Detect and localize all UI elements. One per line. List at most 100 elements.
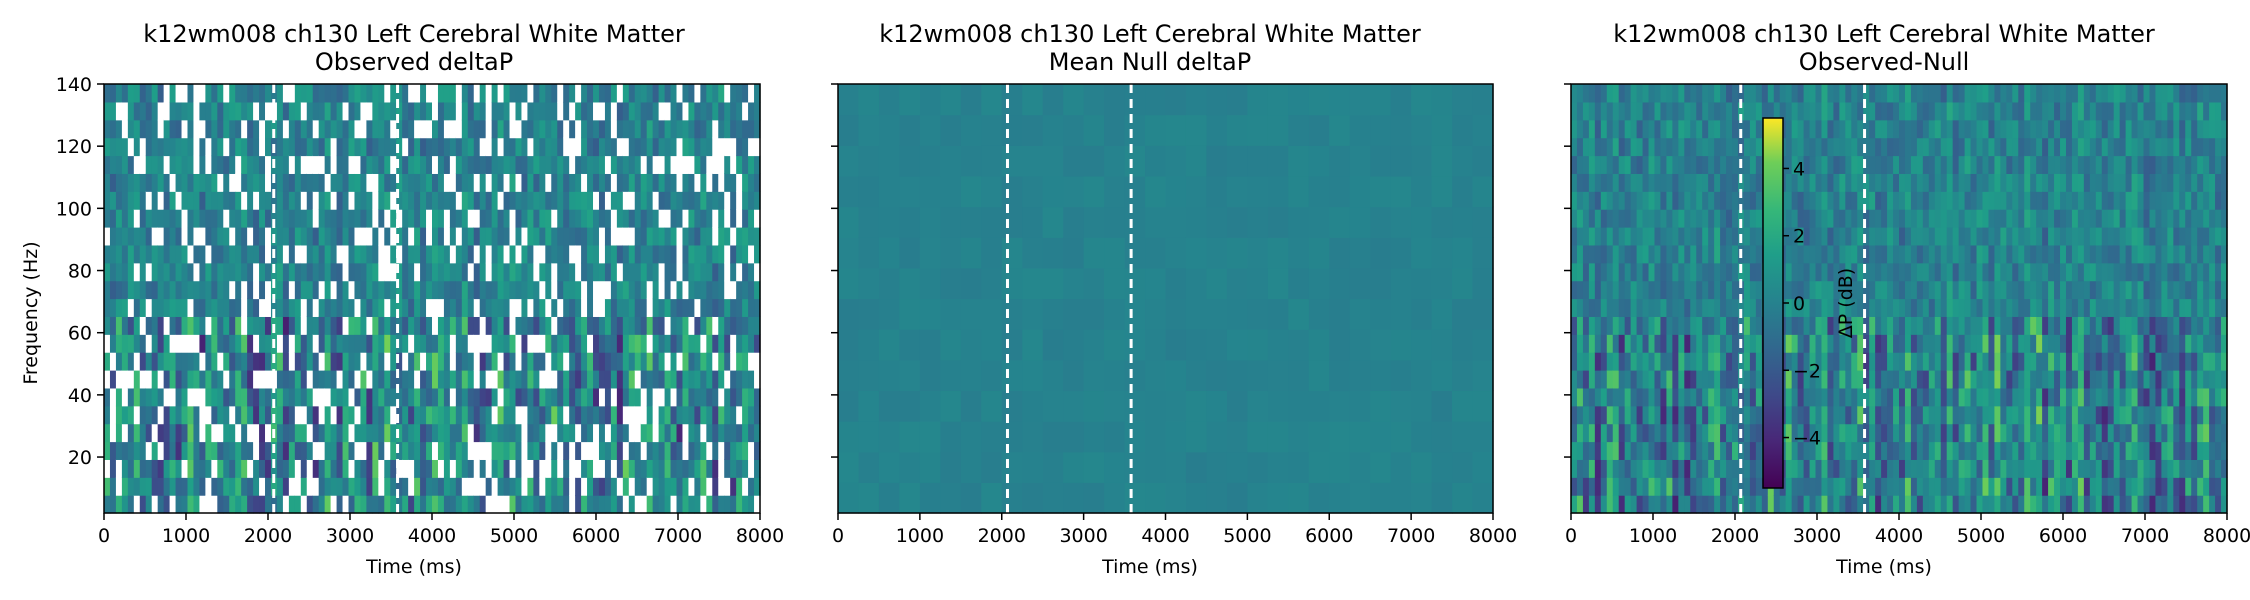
heatmap-cell: [1588, 316, 1596, 335]
heatmap-cell: [1994, 495, 2001, 514]
heatmap-cell: [2006, 477, 2013, 496]
heatmap-cell: [640, 155, 648, 174]
heatmap-cell: [1185, 359, 1208, 392]
heatmap-cell: [1678, 423, 1685, 443]
heatmap-cell: [211, 334, 218, 353]
heatmap-cell: [521, 477, 529, 496]
heatmap-cell: [634, 495, 642, 514]
heatmap-cell: [1946, 262, 1954, 282]
heatmap-cell: [545, 84, 552, 103]
heatmap-cell: [318, 405, 326, 425]
heatmap-cell: [253, 370, 260, 389]
heatmap-cell: [1267, 451, 1289, 483]
heatmap-cell: [1714, 459, 1721, 478]
heatmap-cell: [838, 84, 860, 116]
heatmap-cell: [265, 227, 272, 246]
heatmap-cell: [366, 495, 373, 514]
heatmap-cell: [730, 334, 737, 353]
heatmap-cell: [408, 298, 415, 317]
heatmap-cell: [223, 459, 230, 478]
heatmap-cell: [491, 262, 499, 282]
heatmap-cell: [312, 370, 320, 389]
heatmap-cell: [858, 84, 880, 116]
heatmap-cell: [288, 155, 296, 174]
heatmap-cell: [1809, 441, 1817, 460]
heatmap-cell: [718, 262, 725, 282]
heatmap-cell: [330, 495, 338, 514]
heatmap-cell: [736, 119, 743, 139]
heatmap-cell: [838, 206, 860, 238]
heatmap-cell: [2000, 316, 2007, 335]
heatmap-cell: [223, 405, 230, 425]
heatmap-cell: [1624, 244, 1632, 264]
heatmap-cell: [342, 280, 350, 300]
heatmap-cell: [1660, 334, 1668, 353]
heatmap-cell: [610, 191, 618, 210]
heatmap-cell: [878, 298, 901, 330]
heatmap-cell: [1022, 237, 1044, 269]
heatmap-cell: [211, 405, 218, 425]
heatmap-cell: [1916, 495, 1924, 514]
heatmap-cell: [193, 244, 201, 264]
heatmap-cell: [1726, 405, 1733, 425]
heatmap-cell: [1869, 155, 1876, 174]
heatmap-cell: [1940, 262, 1948, 282]
heatmap-cell: [127, 227, 135, 246]
heatmap-cell: [1845, 191, 1852, 210]
heatmap-cell: [324, 173, 332, 192]
heatmap-cell: [1785, 334, 1793, 353]
heatmap-cell: [1970, 298, 1978, 317]
heatmap-cell: [443, 441, 451, 460]
heatmap-cell: [1791, 244, 1799, 264]
heatmap-cell: [306, 101, 314, 121]
heatmap-cell: [270, 370, 278, 389]
heatmap-cell: [1946, 298, 1954, 317]
heatmap-cell: [1612, 137, 1620, 157]
heatmap-cell: [1349, 359, 1371, 392]
heatmap-cell: [569, 405, 576, 425]
heatmap-cell: [1247, 114, 1269, 146]
heatmap-cell: [2012, 316, 2019, 335]
heatmap-cell: [104, 316, 111, 335]
heatmap-cell: [1910, 423, 1918, 443]
heatmap-cell: [2000, 262, 2007, 282]
heatmap-cell: [563, 209, 570, 228]
heatmap-cell: [1185, 390, 1208, 422]
heatmap-cell: [581, 352, 588, 371]
heatmap-cell: [1588, 495, 1596, 514]
heatmap-cell: [265, 173, 272, 192]
heatmap-cell: [1390, 482, 1412, 514]
heatmap-cell: [348, 387, 356, 407]
heatmap-cell: [378, 209, 385, 228]
heatmap-cell: [604, 191, 612, 210]
heatmap-cell: [461, 334, 469, 353]
heatmap-cell: [1576, 191, 1584, 210]
heatmap-cell: [1606, 227, 1614, 246]
heatmap-cell: [1642, 101, 1650, 121]
heatmap-cell: [312, 387, 320, 407]
heatmap-cell: [1370, 298, 1392, 330]
heatmap-cell: [1654, 370, 1662, 389]
heatmap-cell: [1893, 441, 1900, 460]
heatmap-cell: [919, 329, 941, 361]
heatmap-cell: [1063, 298, 1085, 330]
heatmap-cell: [1970, 209, 1978, 228]
heatmap-cell: [467, 244, 475, 264]
heatmap-cell: [858, 390, 880, 422]
heatmap-cell: [688, 423, 695, 443]
heatmap-cell: [724, 441, 731, 460]
heatmap-cell: [1612, 441, 1620, 460]
heatmap-cell: [1185, 84, 1208, 116]
heatmap-cell: [342, 191, 350, 210]
heatmap-cell: [1600, 423, 1608, 443]
heatmap-cell: [288, 173, 296, 192]
heatmap-cell: [527, 459, 534, 478]
heatmap-cell: [443, 495, 451, 514]
heatmap-cell: [241, 227, 248, 246]
heatmap-cell: [211, 262, 218, 282]
heatmap-cell: [533, 84, 540, 103]
heatmap-cell: [628, 405, 636, 425]
heatmap-cell: [104, 334, 111, 353]
heatmap-cell: [408, 101, 415, 121]
y-tick-label: 40: [68, 385, 92, 407]
